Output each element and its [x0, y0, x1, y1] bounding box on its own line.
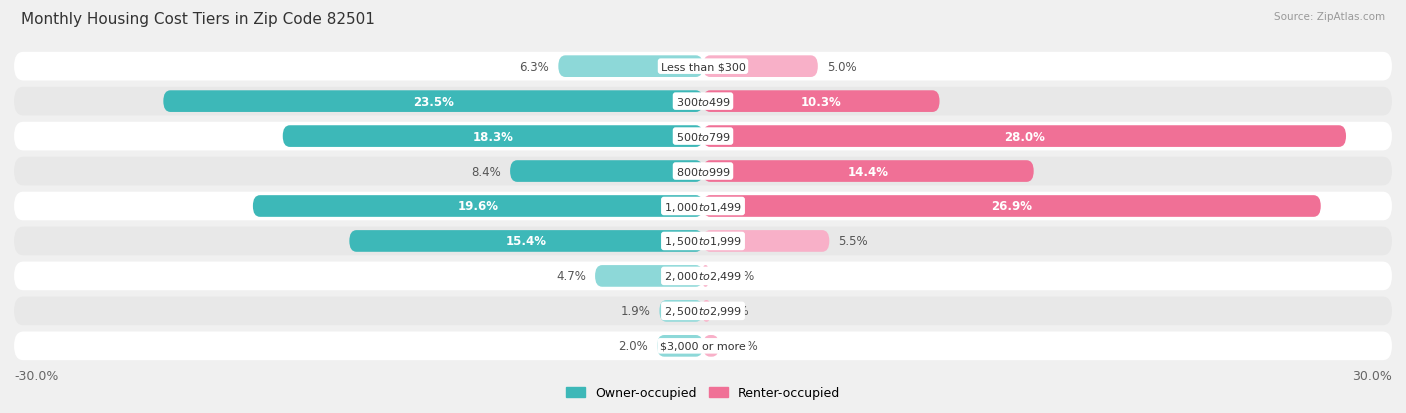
- Text: Less than $300: Less than $300: [661, 62, 745, 72]
- Text: Monthly Housing Cost Tiers in Zip Code 82501: Monthly Housing Cost Tiers in Zip Code 8…: [21, 12, 375, 27]
- FancyBboxPatch shape: [14, 297, 1392, 325]
- FancyBboxPatch shape: [349, 230, 703, 252]
- Text: $1,500 to $1,999: $1,500 to $1,999: [664, 235, 742, 248]
- Text: 0.7%: 0.7%: [728, 339, 758, 352]
- Text: 5.5%: 5.5%: [838, 235, 868, 248]
- Text: 8.4%: 8.4%: [471, 165, 501, 178]
- Text: 1.9%: 1.9%: [620, 305, 650, 318]
- FancyBboxPatch shape: [703, 335, 718, 357]
- FancyBboxPatch shape: [14, 53, 1392, 81]
- Text: 10.3%: 10.3%: [801, 95, 842, 108]
- Text: -30.0%: -30.0%: [14, 369, 59, 382]
- FancyBboxPatch shape: [14, 157, 1392, 186]
- Text: 18.3%: 18.3%: [472, 130, 513, 143]
- FancyBboxPatch shape: [595, 266, 703, 287]
- Text: 4.7%: 4.7%: [555, 270, 586, 283]
- Text: 0.3%: 0.3%: [718, 305, 749, 318]
- FancyBboxPatch shape: [703, 56, 818, 78]
- Text: 15.4%: 15.4%: [506, 235, 547, 248]
- Text: $1,000 to $1,499: $1,000 to $1,499: [664, 200, 742, 213]
- FancyBboxPatch shape: [163, 91, 703, 113]
- Text: $2,500 to $2,999: $2,500 to $2,999: [664, 305, 742, 318]
- Text: Source: ZipAtlas.com: Source: ZipAtlas.com: [1274, 12, 1385, 22]
- Legend: Owner-occupied, Renter-occupied: Owner-occupied, Renter-occupied: [561, 381, 845, 404]
- Text: 5.0%: 5.0%: [827, 61, 856, 74]
- Text: $300 to $499: $300 to $499: [675, 96, 731, 108]
- FancyBboxPatch shape: [14, 192, 1392, 221]
- FancyBboxPatch shape: [14, 262, 1392, 291]
- FancyBboxPatch shape: [14, 88, 1392, 116]
- FancyBboxPatch shape: [703, 91, 939, 113]
- Text: 14.4%: 14.4%: [848, 165, 889, 178]
- Text: 30.0%: 30.0%: [1353, 369, 1392, 382]
- Text: 19.6%: 19.6%: [457, 200, 499, 213]
- FancyBboxPatch shape: [283, 126, 703, 147]
- FancyBboxPatch shape: [14, 332, 1392, 360]
- FancyBboxPatch shape: [14, 227, 1392, 256]
- Text: 0.22%: 0.22%: [717, 270, 755, 283]
- FancyBboxPatch shape: [703, 300, 710, 322]
- Text: 2.0%: 2.0%: [619, 339, 648, 352]
- Text: 26.9%: 26.9%: [991, 200, 1032, 213]
- FancyBboxPatch shape: [510, 161, 703, 183]
- FancyBboxPatch shape: [703, 230, 830, 252]
- FancyBboxPatch shape: [253, 196, 703, 217]
- FancyBboxPatch shape: [703, 161, 1033, 183]
- Text: 23.5%: 23.5%: [413, 95, 454, 108]
- FancyBboxPatch shape: [703, 196, 1320, 217]
- FancyBboxPatch shape: [659, 300, 703, 322]
- Text: $3,000 or more: $3,000 or more: [661, 341, 745, 351]
- FancyBboxPatch shape: [14, 122, 1392, 151]
- FancyBboxPatch shape: [558, 56, 703, 78]
- FancyBboxPatch shape: [703, 266, 709, 287]
- Text: 6.3%: 6.3%: [519, 61, 550, 74]
- Text: $2,000 to $2,499: $2,000 to $2,499: [664, 270, 742, 283]
- FancyBboxPatch shape: [657, 335, 703, 357]
- FancyBboxPatch shape: [703, 126, 1346, 147]
- Text: 28.0%: 28.0%: [1004, 130, 1045, 143]
- Text: $800 to $999: $800 to $999: [675, 166, 731, 178]
- Text: $500 to $799: $500 to $799: [675, 131, 731, 143]
